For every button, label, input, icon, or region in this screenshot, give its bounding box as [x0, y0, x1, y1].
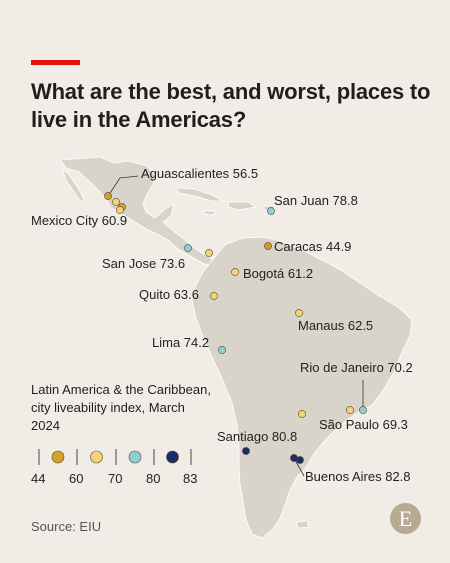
- city-dot-extra-3: [205, 249, 213, 257]
- city-label-bogota: Bogotá 61.2: [243, 266, 313, 281]
- legend-title: Latin America & the Caribbean, city live…: [31, 382, 211, 433]
- city-dot-aguascalientes: [104, 192, 112, 200]
- legend-swatch-1: [51, 450, 65, 464]
- land-mexico-central-america: [59, 156, 215, 266]
- city-label-rio-de-janeiro: Rio de Janeiro 70.2: [300, 360, 413, 375]
- city-dot-caracas: [264, 242, 272, 250]
- city-label-mexico-city: Mexico City 60.9: [31, 213, 127, 228]
- city-label-manaus: Manaus 62.5: [298, 318, 373, 333]
- city-dot-bogota: [231, 268, 239, 276]
- accent-bar: [31, 60, 80, 65]
- city-label-quito: Quito 63.6: [139, 287, 199, 302]
- city-dot-extra-1: [112, 198, 120, 206]
- land-falklands: [295, 520, 310, 529]
- land-south-america: [191, 236, 413, 539]
- city-markers: [104, 175, 367, 477]
- legend-tick-label: 44: [31, 471, 45, 486]
- city-label-sao-paulo: São Paulo 69.3: [319, 417, 408, 432]
- city-label-santiago: Santiago 80.8: [217, 429, 297, 444]
- city-dot-rio-de-janeiro: [359, 406, 367, 414]
- legend-swatch-4: [166, 450, 179, 464]
- source-note: Source: EIU: [31, 519, 102, 534]
- land-cuba: [173, 187, 225, 202]
- legend-swatch-3: [128, 450, 142, 464]
- city-dot-extra-2: [116, 206, 124, 214]
- land: [59, 156, 413, 539]
- city-dot-manaus: [295, 309, 303, 317]
- city-dot-san-juan: [267, 207, 275, 215]
- legend-swatch-2: [90, 450, 103, 464]
- legend-scale: 44 60 70 80 83: [31, 449, 197, 486]
- city-dot-quito: [210, 292, 218, 300]
- city-dot-extra-5: [290, 454, 298, 462]
- land-hispaniola: [227, 201, 258, 211]
- legend-tick-label: 70: [108, 471, 122, 486]
- city-label-san-jose: San Jose 73.6: [102, 256, 185, 271]
- city-label-aguascalientes: Aguascalientes 56.5: [141, 166, 258, 181]
- legend-tick-label: 60: [69, 471, 83, 486]
- legend-tick-label: 80: [146, 471, 160, 486]
- land-baja: [61, 167, 85, 203]
- leader-aguascalientes: [107, 175, 139, 197]
- economist-logo: E: [390, 503, 421, 534]
- legend-tick-label: 83: [183, 471, 197, 486]
- city-labels: Aguascalientes 56.5 Mexico City 60.9 San J…: [31, 166, 413, 484]
- city-dot-santiago: [242, 447, 250, 455]
- chart-title: What are the best, and worst, places to …: [31, 79, 431, 132]
- city-label-lima: Lima 74.2: [152, 335, 209, 350]
- city-label-san-juan: San Juan 78.8: [274, 193, 358, 208]
- city-dot-extra-4: [298, 410, 306, 418]
- city-dot-lima: [218, 346, 226, 354]
- city-label-caracas: Caracas 44.9: [274, 239, 351, 254]
- land-jamaica: [203, 210, 216, 216]
- city-label-buenos-aires: Buenos Aires 82.8: [305, 469, 411, 484]
- city-dot-sao-paulo: [346, 406, 354, 414]
- city-dot-san-jose: [184, 244, 192, 252]
